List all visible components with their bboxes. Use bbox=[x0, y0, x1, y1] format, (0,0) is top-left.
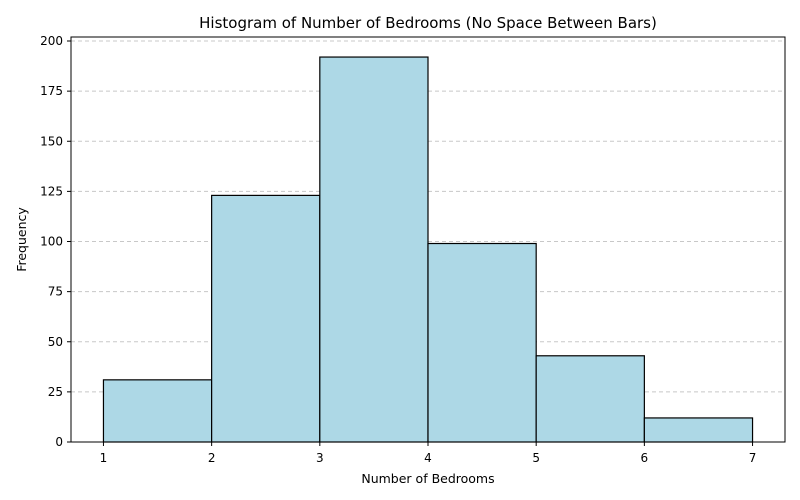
x-tick-label: 6 bbox=[641, 451, 649, 465]
x-axis-ticks: 1 2 3 4 5 6 7 bbox=[100, 442, 757, 465]
x-tick-label: 7 bbox=[749, 451, 757, 465]
x-tick-label: 3 bbox=[316, 451, 324, 465]
x-tick-label: 5 bbox=[532, 451, 540, 465]
y-axis-label: Frequency bbox=[14, 207, 29, 272]
y-tick-label: 75 bbox=[48, 285, 63, 299]
histogram-bar bbox=[102, 379, 213, 443]
y-tick-label: 125 bbox=[40, 184, 63, 198]
histogram-bar bbox=[211, 194, 321, 443]
x-tick-label: 2 bbox=[208, 451, 216, 465]
y-tick-label: 200 bbox=[40, 34, 63, 48]
y-tick-label: 50 bbox=[48, 335, 63, 349]
histogram-bar bbox=[319, 56, 429, 443]
y-tick-label: 0 bbox=[55, 435, 63, 449]
x-tick-label: 4 bbox=[424, 451, 432, 465]
histogram-bar bbox=[535, 355, 645, 443]
chart-title: Histogram of Number of Bedrooms (No Spac… bbox=[199, 14, 657, 32]
x-axis-label: Number of Bedrooms bbox=[361, 471, 494, 486]
y-axis-ticks: 0 25 50 75 100 125 150 175 200 bbox=[40, 34, 71, 449]
y-tick-label: 175 bbox=[40, 84, 63, 98]
y-tick-label: 25 bbox=[48, 385, 63, 399]
y-tick-label: 150 bbox=[40, 134, 63, 148]
histogram-bar bbox=[643, 417, 754, 443]
x-tick-label: 1 bbox=[100, 451, 108, 465]
y-tick-label: 100 bbox=[40, 235, 63, 249]
bars bbox=[102, 56, 754, 443]
histogram-bar bbox=[427, 242, 537, 443]
